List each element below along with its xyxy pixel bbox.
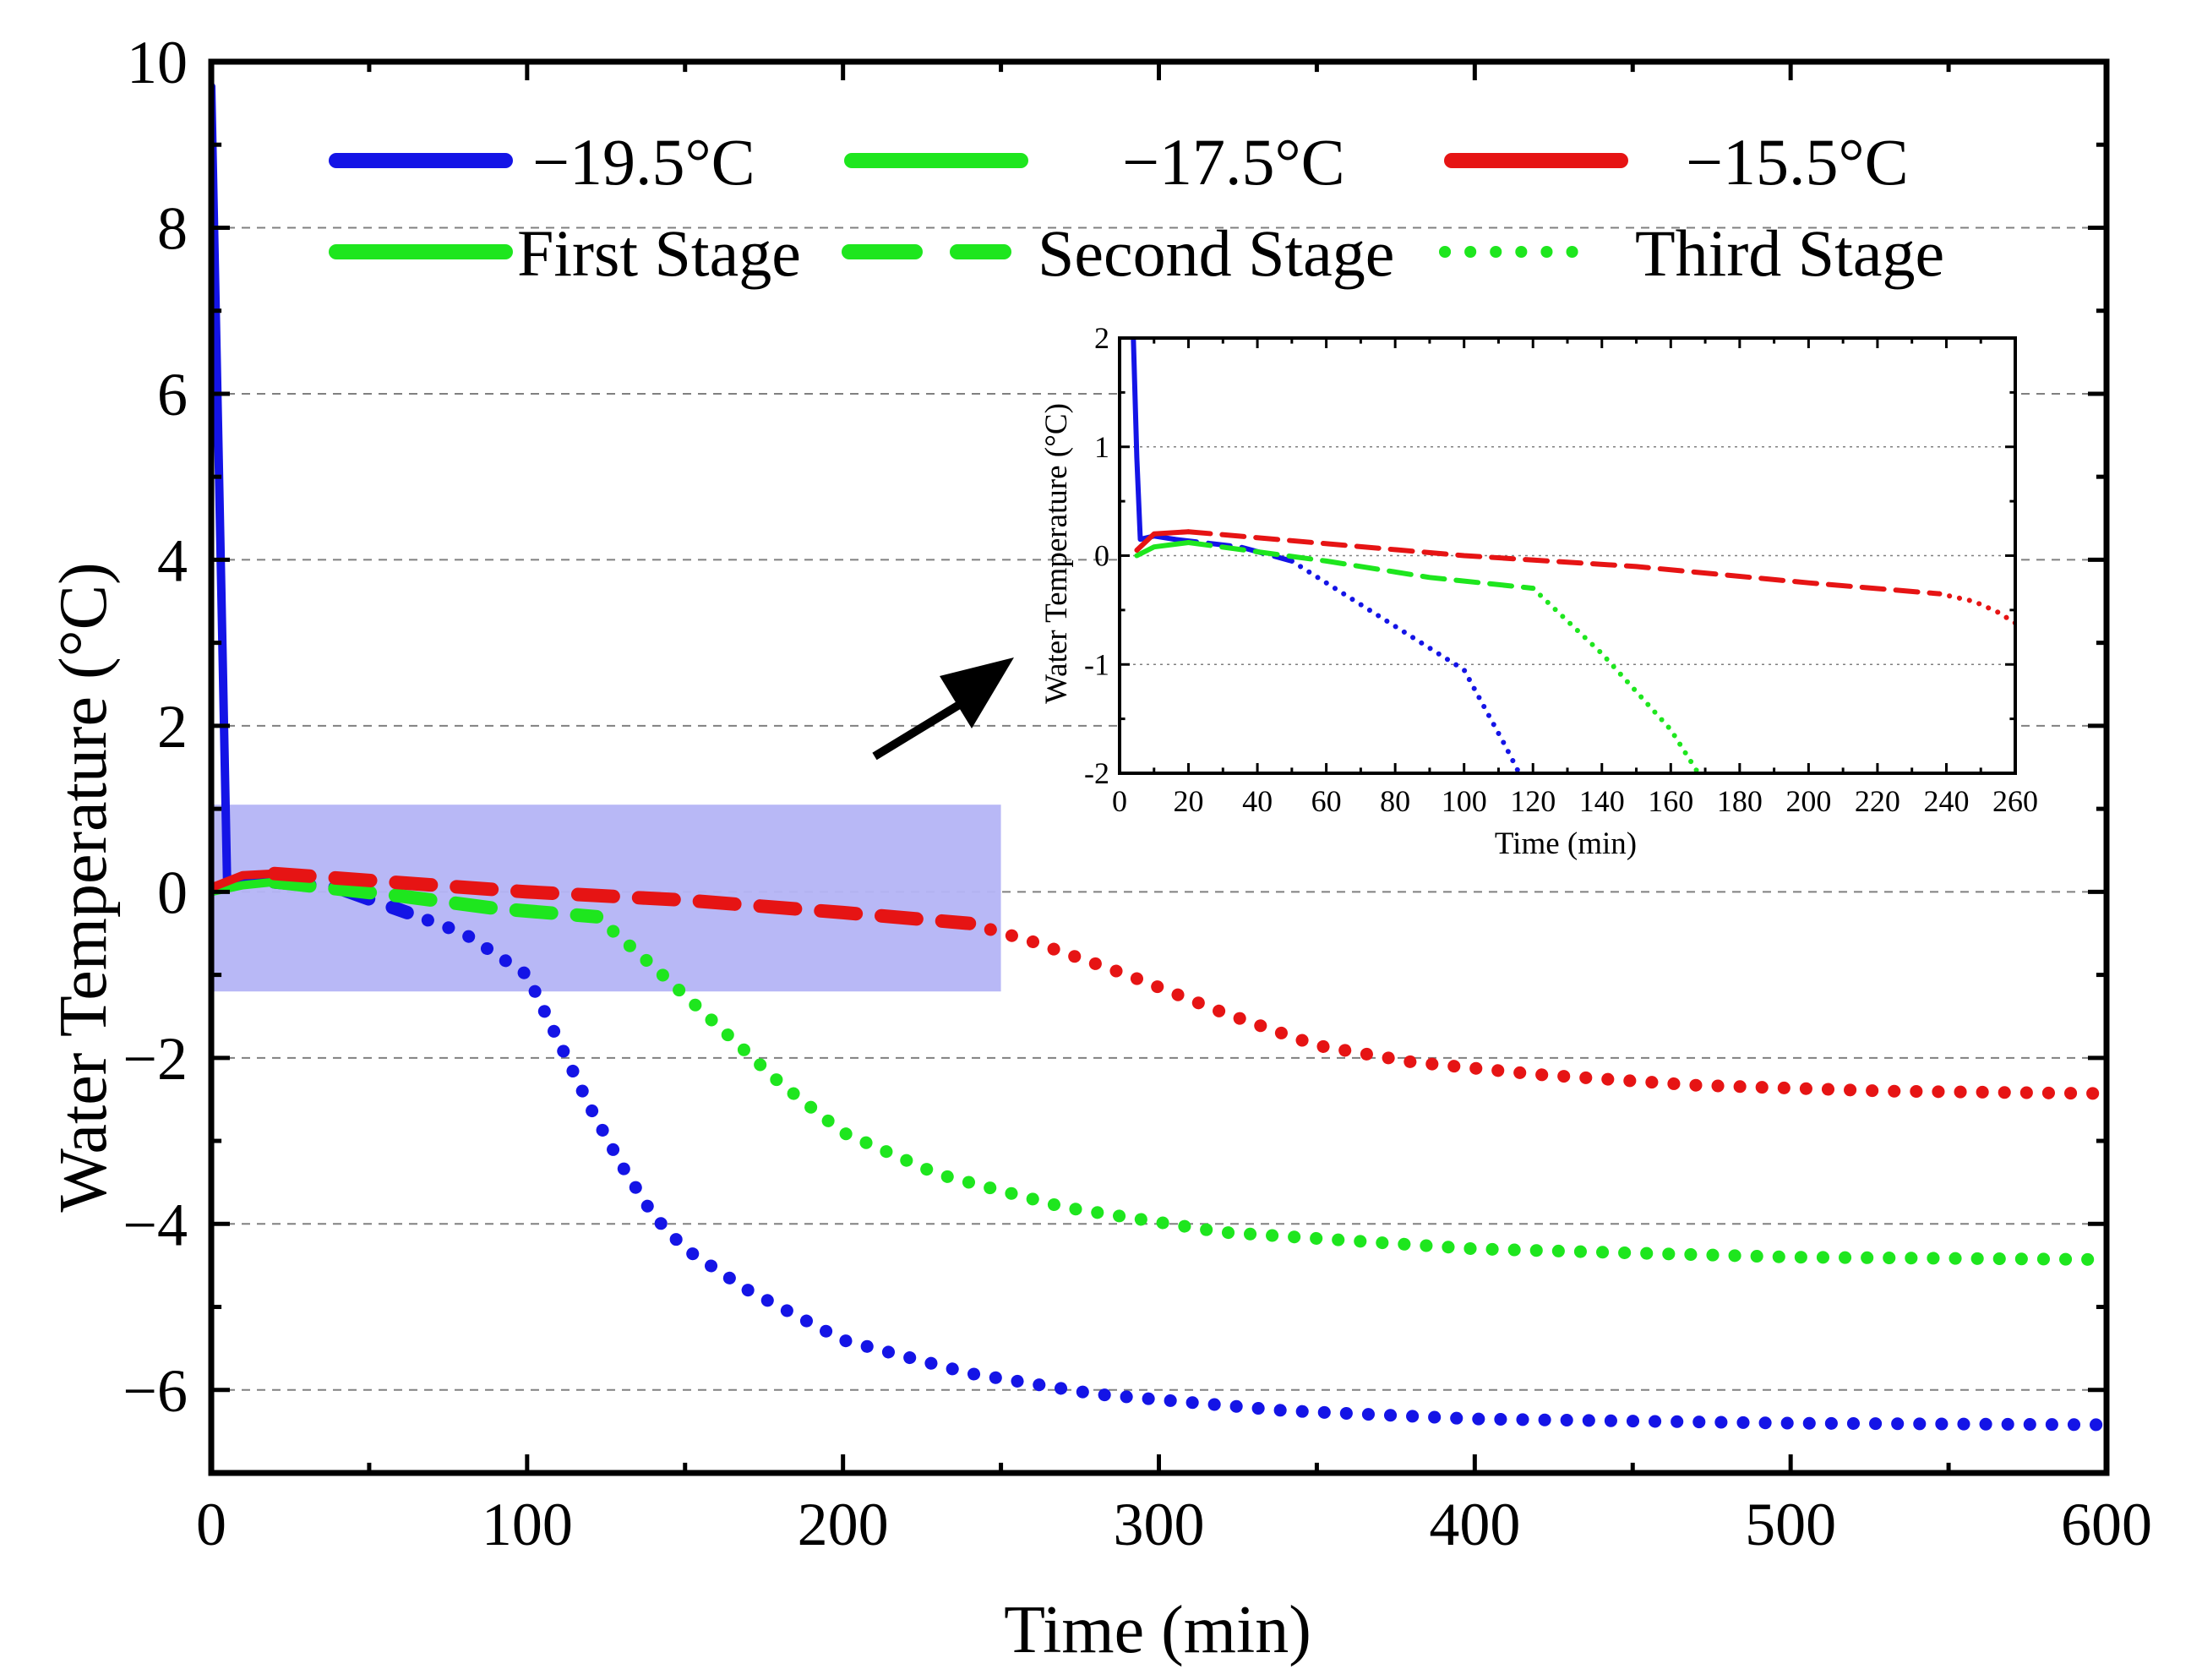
x-tick-label: 60 [1311, 784, 1342, 818]
series-175-first-stage [1134, 540, 1191, 559]
x-axis-title: Time (min) [1004, 1593, 1311, 1667]
inset-plot: 0 20 40 60 80 100 120 140 160 180 200 220 240 260 2 1 0… [1039, 321, 2038, 861]
x-tick-label: 600 [2061, 1491, 2152, 1558]
series-195-third-stage [1289, 558, 1522, 773]
y-tick-label: 6 [157, 361, 188, 428]
x-tick-label: 200 [798, 1491, 889, 1558]
legend-label-minus-17-5: −17.5°C [1122, 125, 1345, 199]
series-155-third-stage [962, 917, 2107, 1100]
series-175-third-stage [590, 910, 2107, 1266]
inset-x-axis-title: Time (min) [1495, 826, 1637, 861]
x-tick-label: 180 [1717, 784, 1763, 818]
series-175-second-stage [267, 875, 604, 924]
main-y-tick-labels: 10 8 6 4 2 0 −2 −4 −6 [123, 29, 188, 1425]
x-tick-label: 0 [196, 1491, 226, 1558]
x-tick-label: 100 [1442, 784, 1487, 818]
y-tick-label: -2 [1084, 756, 1109, 790]
zoom-arrow-head [940, 657, 1014, 728]
x-tick-label: 40 [1242, 784, 1273, 818]
x-tick-label: 80 [1380, 784, 1410, 818]
x-tick-label: 140 [1579, 784, 1625, 818]
y-tick-label: 10 [127, 29, 188, 96]
y-tick-label: 2 [157, 693, 188, 761]
main-ticks [209, 59, 2109, 1475]
series-195-first-stage [1131, 338, 1178, 543]
x-tick-label: 260 [1992, 784, 2038, 818]
zoom-arrow [872, 657, 1014, 761]
y-tick-label: -1 [1084, 647, 1109, 681]
x-tick-label: 400 [1429, 1491, 1520, 1558]
y-tick-label: −4 [123, 1191, 188, 1258]
legend-label-first-stage: First Stage [517, 216, 801, 290]
x-tick-label: 0 [1112, 784, 1127, 818]
inset-y-tick-labels: 2 1 0 -1 -2 [1084, 321, 1109, 790]
y-tick-label: 1 [1094, 430, 1109, 464]
inset-series [1131, 338, 2015, 773]
series-175-third-stage [1530, 586, 1701, 773]
y-axis-title: Water Temperature (°C) [46, 562, 121, 1212]
x-tick-label: 20 [1174, 784, 1204, 818]
legend-label-minus-15-5: −15.5°C [1686, 125, 1909, 199]
inset-ticks [1118, 336, 2017, 775]
x-tick-label: 200 [1785, 784, 1831, 818]
series-155-first-stage [1134, 529, 1191, 554]
series-175-second-stage [1185, 540, 1536, 592]
y-tick-label: 0 [157, 859, 188, 926]
y-tick-label: 8 [157, 194, 188, 262]
x-tick-label: 160 [1648, 784, 1693, 818]
x-tick-label: 100 [482, 1491, 573, 1558]
series-155-second-stage [267, 866, 977, 930]
x-tick-label: 120 [1510, 784, 1556, 818]
zoom-arrow-shaft [872, 693, 974, 761]
y-tick-label: 0 [1094, 539, 1109, 573]
series-group [211, 82, 2107, 1432]
legend: −19.5°C −17.5°C −15.5°C First Stage Seco… [329, 125, 1944, 290]
main-series [211, 82, 2107, 1432]
y-tick-label: 4 [157, 526, 188, 594]
main-x-tick-labels: 0 100 200 300 400 500 600 [196, 1491, 2152, 1558]
y-tick-label: 2 [1094, 321, 1109, 355]
series-155-second-stage [1185, 529, 1943, 597]
inset-x-tick-labels: 0 20 40 60 80 100 120 140 160 180 200 220 240 260 [1112, 784, 2038, 818]
x-tick-label: 300 [1114, 1491, 1205, 1558]
x-tick-label: 500 [1745, 1491, 1836, 1558]
x-tick-label: 220 [1855, 784, 1900, 818]
series-155-third-stage [1937, 591, 2015, 626]
y-tick-label: −2 [123, 1025, 188, 1093]
y-tick-label: −6 [123, 1357, 188, 1425]
x-tick-label: 240 [1923, 784, 1969, 818]
series-group [1131, 338, 2015, 773]
legend-label-minus-19-5: −19.5°C [532, 125, 755, 199]
series-175-first-stage [211, 877, 279, 897]
legend-label-second-stage: Second Stage [1038, 216, 1394, 290]
inset-y-axis-title: Water Temperature (°C) [1039, 403, 1074, 704]
series-155-first-stage [211, 869, 279, 892]
legend-label-third-stage: Third Stage [1635, 216, 1944, 290]
series-195-third-stage [401, 906, 2107, 1432]
